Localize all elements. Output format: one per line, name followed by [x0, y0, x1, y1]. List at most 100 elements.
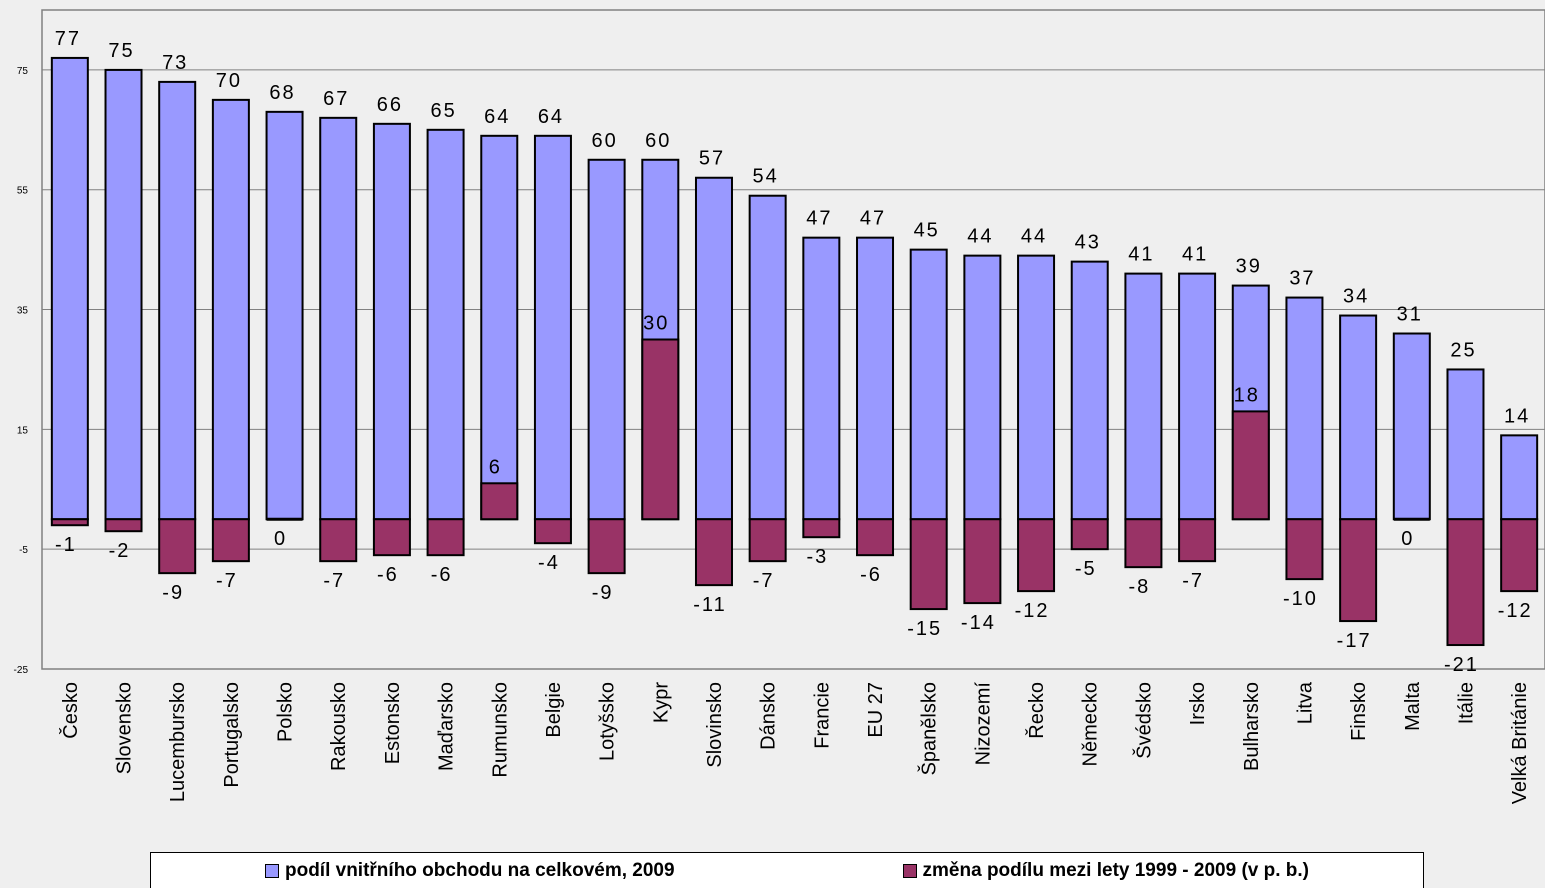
bar-share — [1070, 260, 1109, 521]
bar-change — [1178, 518, 1217, 563]
data-label-change: -15 — [907, 618, 942, 640]
data-label-change: -4 — [538, 552, 560, 574]
data-label-share: 34 — [1343, 286, 1369, 308]
data-label-change: -5 — [1075, 558, 1097, 580]
bar-change — [1070, 518, 1109, 551]
bar-change — [1500, 518, 1539, 593]
data-label-share: 47 — [806, 208, 832, 230]
data-label-share: 44 — [1021, 226, 1047, 248]
bar-share — [694, 176, 733, 521]
category-label: Česko — [59, 682, 82, 739]
bar-share — [211, 98, 250, 521]
data-label-change: -7 — [323, 570, 345, 592]
data-label-share: 64 — [538, 106, 564, 128]
data-label-change: -21 — [1444, 654, 1479, 676]
data-label-change: -7 — [753, 570, 775, 592]
data-label-change: -6 — [860, 564, 882, 586]
data-label-change: -6 — [431, 564, 453, 586]
bar-change — [1285, 518, 1324, 581]
category-label: Irsko — [1187, 682, 1209, 725]
category-label: Řecko — [1025, 682, 1048, 739]
data-label-change: -12 — [1015, 600, 1050, 622]
data-label-share: 66 — [377, 94, 403, 116]
data-label-share: 41 — [1182, 244, 1208, 266]
data-label-change: -10 — [1283, 588, 1318, 610]
bar-change — [963, 518, 1002, 605]
data-label-change: -7 — [216, 570, 238, 592]
data-label-share: 68 — [269, 82, 295, 104]
bar-change — [372, 518, 411, 557]
bar-share — [1339, 314, 1378, 521]
bar-change — [1231, 410, 1270, 521]
bar-share — [533, 134, 572, 521]
category-label: Slovensko — [114, 682, 136, 774]
data-label-change: 30 — [643, 313, 669, 335]
bar-chart: 75 55 35 15 -5 -25 77 -1 Česko 75 -2 Slovensko 73 -9 L… — [14, 9, 1545, 804]
bar-share — [1178, 272, 1217, 521]
ytick-label: -25 — [14, 665, 29, 676]
bar-share — [909, 248, 948, 521]
data-label-change: -9 — [592, 582, 614, 604]
data-label-change: -12 — [1498, 600, 1533, 622]
data-label-share: 37 — [1289, 268, 1315, 290]
data-label-change: 18 — [1234, 384, 1260, 406]
ytick-label: 15 — [17, 425, 29, 436]
bar-change — [587, 518, 626, 575]
bar-share — [1285, 296, 1324, 521]
bar-share — [748, 194, 787, 521]
data-label-share: 25 — [1450, 339, 1476, 361]
data-label-change: -11 — [693, 594, 726, 616]
bar-share — [1392, 332, 1431, 521]
legend-item-share: podíl vnitřního obchodu na celkovém, 200… — [264, 859, 675, 882]
category-label: EU 27 — [865, 682, 887, 738]
category-label: Kypr — [650, 682, 672, 723]
legend: podíl vnitřního obchodu na celkovém, 200… — [150, 852, 1424, 888]
data-label-share: 31 — [1397, 304, 1423, 326]
data-label-share: 44 — [967, 226, 993, 248]
bar-change — [1446, 518, 1485, 647]
data-label-change: -14 — [961, 612, 996, 634]
category-label: Malta — [1402, 681, 1424, 731]
category-label: Francie — [811, 682, 833, 749]
legend-swatch-change — [902, 863, 917, 878]
bar-change — [533, 518, 572, 545]
data-label-change: 0 — [1401, 528, 1414, 550]
category-label: Rumunsko — [489, 682, 511, 778]
bar-change — [50, 518, 89, 527]
bar-share — [158, 80, 197, 521]
category-label: Maďarsko — [436, 682, 458, 771]
data-label-share: 41 — [1128, 244, 1154, 266]
data-label-share: 65 — [430, 100, 456, 122]
legend-item-change: změna podílu mezi lety 1999 - 2009 (v p.… — [902, 860, 1309, 882]
category-label: Estonsko — [382, 682, 404, 764]
bar-change — [426, 518, 465, 557]
bar-change — [856, 518, 895, 557]
category-label: Španělsko — [918, 682, 941, 775]
bar-change — [211, 518, 250, 563]
bar-share — [802, 236, 841, 521]
data-label-change: -8 — [1129, 576, 1151, 598]
bar-change — [319, 518, 358, 563]
data-label-change: -1 — [55, 534, 77, 556]
data-label-share: 60 — [592, 130, 618, 152]
category-label: Belgie — [543, 682, 565, 738]
bar-change — [104, 518, 143, 533]
data-label-share: 60 — [645, 130, 671, 152]
bar-share — [480, 134, 519, 521]
bar-share — [1124, 272, 1163, 521]
legend-swatch-share — [264, 863, 279, 878]
bar-change — [909, 518, 948, 611]
category-label: Nizozemí — [972, 682, 994, 766]
data-label-share: 75 — [108, 40, 134, 62]
data-label-share: 57 — [699, 148, 725, 170]
ytick-label: 75 — [17, 66, 29, 77]
category-label: Bulharsko — [1241, 682, 1263, 771]
bar-share — [1446, 368, 1485, 521]
legend-label-share: podíl vnitřního obchodu na celkovém, 200… — [284, 859, 675, 881]
category-label: Lotyšsko — [597, 682, 619, 761]
data-label-share: 70 — [216, 70, 242, 92]
category-label: Velká Británie — [1509, 682, 1531, 804]
bar-share — [50, 56, 89, 521]
category-label: Polsko — [275, 682, 297, 742]
